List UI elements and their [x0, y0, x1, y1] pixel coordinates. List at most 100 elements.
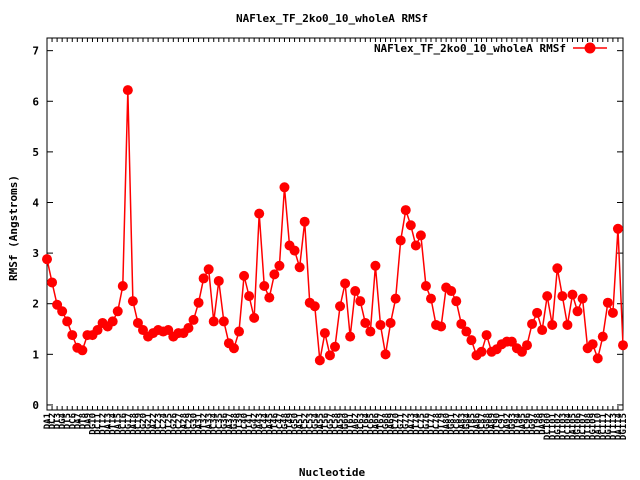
x-tick-label: DG112	[604, 413, 614, 440]
data-point	[410, 240, 421, 251]
data-point	[522, 340, 532, 351]
x-tick-label: DT61	[346, 413, 356, 435]
x-tick-label: DG93	[508, 413, 518, 435]
data-point	[92, 325, 103, 336]
data-point	[527, 318, 538, 329]
data-point	[481, 330, 492, 341]
x-tick-label: DA55	[316, 413, 326, 435]
data-point	[335, 301, 346, 312]
data-point	[57, 306, 68, 317]
data-point	[259, 281, 270, 291]
x-tick-label: DG76	[422, 413, 432, 435]
x-tick-label: DA86	[472, 413, 482, 435]
data-point	[47, 277, 58, 288]
x-tick-label: DA33	[205, 413, 215, 435]
data-point	[112, 306, 123, 317]
data-point	[309, 301, 320, 312]
data-point	[461, 326, 472, 337]
x-tick-label: DA92	[503, 413, 513, 435]
x-tick-label: DC35	[215, 413, 225, 435]
x-tick-label: DA22	[149, 413, 159, 435]
data-point	[188, 314, 199, 325]
x-tick-label: DC16	[119, 413, 129, 435]
data-point	[330, 341, 340, 352]
x-tick-label: DC34	[210, 412, 220, 434]
x-tick-label: DA51	[296, 413, 306, 435]
data-point	[234, 326, 244, 337]
x-tick-label: DT90	[493, 413, 503, 435]
data-point	[228, 343, 239, 354]
x-tick-label: DC52	[301, 413, 311, 435]
x-tick-label: DG88	[483, 413, 493, 435]
x-tick-label: DT113	[609, 413, 619, 440]
x-tick-label: DT3	[53, 413, 63, 429]
data-point	[314, 355, 325, 366]
data-point	[269, 269, 280, 280]
legend: NAFlex_TF_2ko0_10_wholeA RMSf	[374, 42, 607, 55]
data-point	[193, 297, 204, 308]
x-tick-label: DT108	[584, 413, 594, 440]
x-tick-label: DA9	[83, 413, 93, 429]
data-point	[208, 316, 219, 327]
data-point	[127, 296, 138, 307]
y-axis: 0 1 2 3 4 5 6 7	[32, 45, 623, 412]
data-point	[400, 205, 411, 216]
data-point	[592, 353, 603, 364]
x-tick-label: DG109	[589, 413, 599, 440]
x-tick-label: DA7	[73, 413, 83, 429]
x-tick-label: DA99	[538, 413, 548, 435]
legend-marker	[584, 42, 596, 54]
x-tick-label: DG97	[528, 413, 538, 435]
x-tick-label: DA80	[442, 413, 452, 435]
data-point	[345, 331, 356, 342]
data-point	[340, 278, 351, 289]
y-tick-label: 7	[32, 45, 39, 58]
x-tick-label: DA1	[43, 413, 53, 429]
data-point	[451, 296, 462, 307]
x-tick-label: DG72	[402, 413, 412, 435]
x-tick-label: DC104	[563, 412, 573, 440]
x-tick-label: DC87	[478, 413, 488, 435]
data-point	[365, 326, 376, 337]
x-tick-label: DT74	[412, 412, 422, 434]
x-tick-label: DT25	[164, 413, 174, 435]
x-tick-label: DG48	[280, 413, 290, 435]
x-tick-label: DG71	[397, 413, 407, 435]
x-tick-label: DA43	[255, 413, 265, 435]
y-tick-label: 2	[32, 298, 39, 311]
x-tick-label: DC40	[240, 413, 250, 435]
data-point	[294, 262, 305, 273]
x-tick-label: DG50	[291, 413, 301, 435]
data-point	[62, 316, 73, 327]
y-tick-label: 3	[32, 247, 39, 260]
x-tick-label: DC91	[498, 413, 508, 435]
data-point	[607, 307, 618, 318]
data-point	[107, 316, 118, 327]
data-point	[436, 321, 447, 332]
data-point	[299, 216, 310, 227]
chart-title: NAFlex_TF_2ko0_10_wholeA RMSf	[236, 12, 428, 25]
x-axis: DA1DC2DT3DG4DT5DC6DA7DT8DA9DG10DC11DT12D…	[43, 38, 629, 440]
x-tick-label: DC111	[599, 413, 609, 440]
data-point	[183, 323, 194, 334]
y-tick-label: 4	[32, 196, 39, 209]
data-point	[132, 317, 143, 328]
data-point	[122, 85, 133, 96]
x-tick-label: DT32	[200, 413, 210, 435]
x-tick-label: DG20	[139, 413, 149, 435]
data-point	[213, 275, 224, 286]
data-point	[612, 223, 623, 234]
series-layer	[42, 85, 628, 366]
x-tick-label: DT56	[321, 413, 331, 435]
x-tick-label: DG68	[382, 413, 392, 435]
x-tick-label: DA28	[179, 413, 189, 435]
x-tick-label: DG4	[58, 412, 68, 429]
x-tick-label: DT5	[63, 413, 73, 429]
x-tick-label: DC100	[543, 413, 553, 440]
x-tick-label: DC19	[134, 413, 144, 435]
x-tick-label: DT67	[376, 413, 386, 435]
data-point	[279, 182, 290, 193]
data-point	[370, 260, 381, 271]
data-point	[415, 230, 426, 241]
